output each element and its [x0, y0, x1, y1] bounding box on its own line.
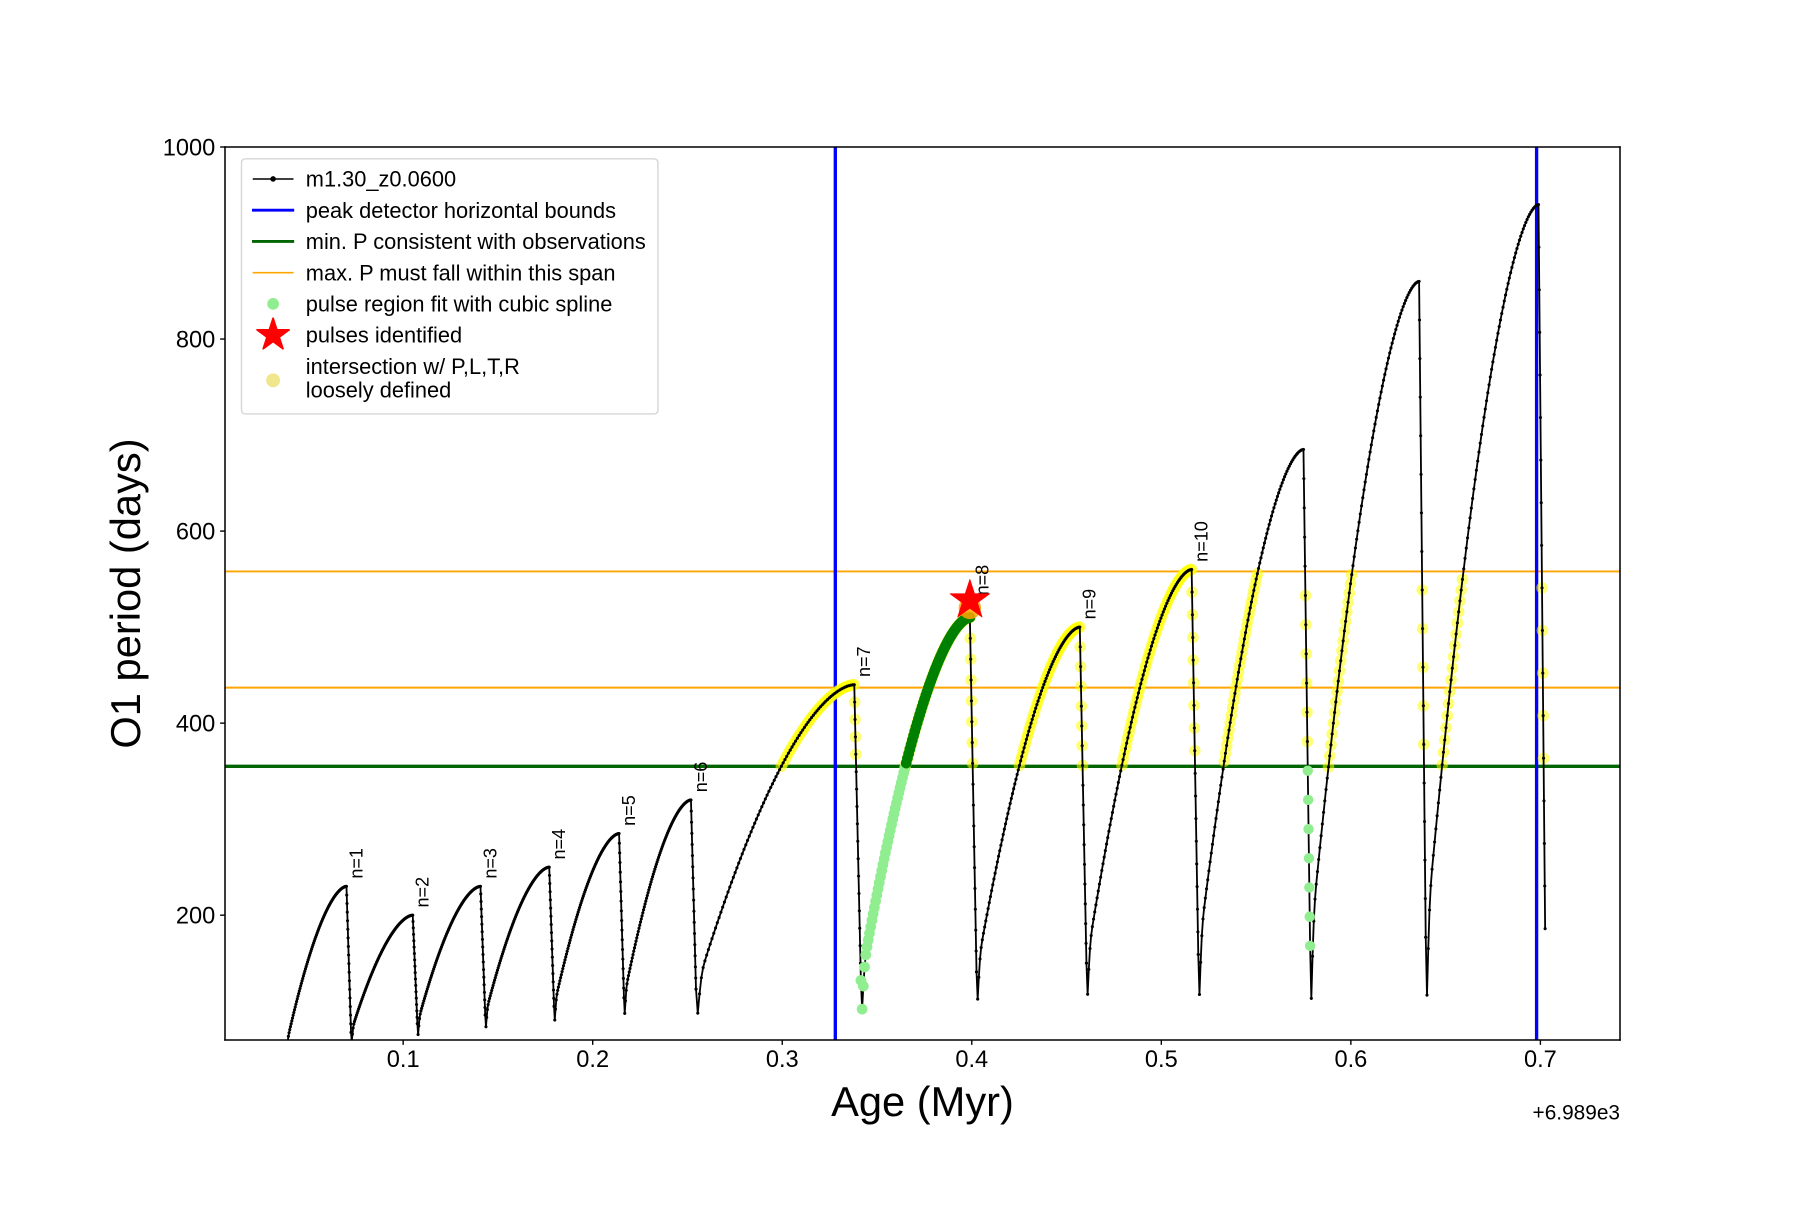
svg-text:600: 600	[176, 520, 215, 546]
svg-text:0.2: 0.2	[576, 1047, 609, 1073]
svg-text:m1.30_z0.0600: m1.30_z0.0600	[306, 167, 456, 192]
svg-text:n=4: n=4	[549, 829, 569, 860]
svg-text:n=2: n=2	[413, 877, 433, 908]
svg-text:n=5: n=5	[619, 795, 639, 826]
svg-text:n=3: n=3	[480, 848, 500, 879]
svg-text:n=9: n=9	[1080, 589, 1100, 620]
svg-text:intersection w/ P,L,T,R: intersection w/ P,L,T,R	[306, 354, 520, 379]
svg-text:pulses identified: pulses identified	[306, 323, 462, 348]
svg-text:min. P consistent with observa: min. P consistent with observations	[306, 229, 646, 254]
svg-text:Age (Myr): Age (Myr)	[831, 1078, 1014, 1125]
svg-text:max. P must fall within this s: max. P must fall within this span	[306, 260, 616, 285]
svg-text:n=8: n=8	[973, 565, 993, 596]
svg-text:0.5: 0.5	[1145, 1047, 1178, 1073]
svg-text:200: 200	[176, 904, 215, 930]
svg-text:800: 800	[176, 328, 215, 354]
svg-text:0.4: 0.4	[955, 1047, 988, 1073]
svg-text:O1 period (days): O1 period (days)	[102, 438, 149, 748]
svg-text:400: 400	[176, 712, 215, 738]
svg-text:1000: 1000	[163, 136, 216, 162]
svg-text:0.7: 0.7	[1524, 1047, 1557, 1073]
svg-text:0.3: 0.3	[766, 1047, 799, 1073]
svg-text:n=7: n=7	[854, 646, 874, 677]
svg-text:n=10: n=10	[1192, 521, 1212, 562]
svg-text:peak detector horizontal bound: peak detector horizontal bounds	[306, 198, 616, 223]
svg-text:0.1: 0.1	[387, 1047, 420, 1073]
svg-text:loosely defined: loosely defined	[306, 377, 451, 402]
svg-text:0.6: 0.6	[1334, 1047, 1367, 1073]
svg-text:n=1: n=1	[346, 848, 366, 879]
svg-text:+6.989e3: +6.989e3	[1533, 1101, 1620, 1124]
svg-text:n=6: n=6	[691, 762, 711, 793]
svg-text:pulse region fit with cubic sp: pulse region fit with cubic spline	[306, 292, 613, 317]
